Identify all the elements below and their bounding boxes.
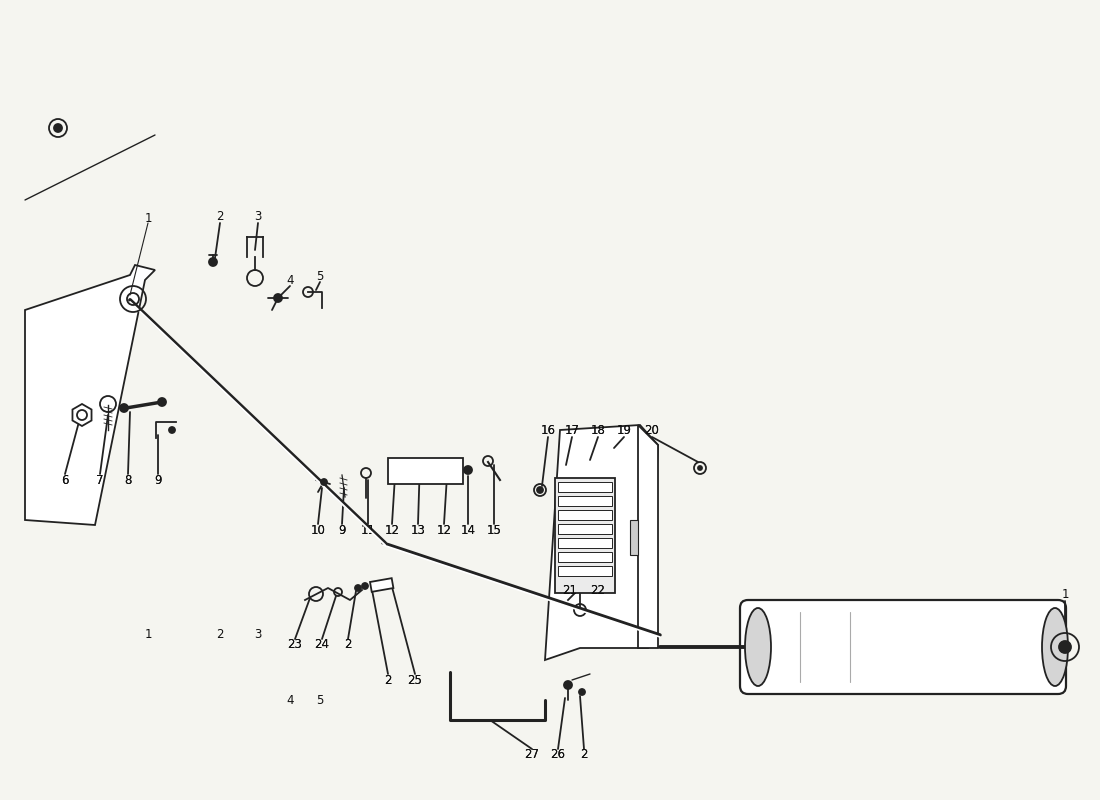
Text: 2: 2: [384, 674, 392, 686]
Circle shape: [158, 398, 166, 406]
Text: 26: 26: [550, 749, 565, 762]
Text: 11: 11: [361, 523, 375, 537]
Bar: [558, 552, 612, 562]
Bar: [558, 482, 612, 492]
Text: 5: 5: [317, 270, 323, 282]
Circle shape: [274, 294, 282, 302]
Polygon shape: [638, 425, 658, 648]
Text: 20: 20: [645, 423, 659, 437]
Text: 12: 12: [385, 523, 399, 537]
Circle shape: [564, 681, 572, 689]
Circle shape: [1059, 641, 1071, 653]
Text: 25: 25: [408, 674, 422, 686]
FancyBboxPatch shape: [740, 600, 1066, 694]
Text: 5: 5: [317, 694, 323, 706]
Text: 12: 12: [385, 523, 399, 537]
Circle shape: [169, 427, 175, 433]
Bar: [630, 520, 638, 555]
Text: 16: 16: [540, 423, 556, 437]
Text: 1: 1: [144, 629, 152, 642]
Text: 2: 2: [217, 629, 223, 642]
Text: 21: 21: [562, 583, 578, 597]
Text: 1: 1: [1062, 589, 1069, 602]
Circle shape: [464, 466, 472, 474]
Text: 12: 12: [437, 523, 451, 537]
Text: 13: 13: [410, 523, 426, 537]
Text: 11: 11: [361, 523, 375, 537]
Text: 2: 2: [217, 210, 223, 223]
Bar: [558, 538, 612, 548]
Text: 3: 3: [254, 210, 262, 223]
Text: 14: 14: [461, 523, 475, 537]
Bar: [558, 510, 612, 520]
Text: 12: 12: [437, 523, 451, 537]
Text: 19: 19: [616, 423, 631, 437]
Text: 27: 27: [525, 749, 539, 762]
Text: 1: 1: [144, 211, 152, 225]
Text: 2: 2: [581, 749, 587, 762]
Bar: [370, 578, 394, 592]
Polygon shape: [544, 425, 658, 660]
Text: 10: 10: [310, 523, 326, 537]
Text: 19: 19: [616, 423, 631, 437]
Circle shape: [209, 258, 217, 266]
Text: 20: 20: [645, 423, 659, 437]
Text: 6: 6: [62, 474, 68, 486]
Bar: [556, 478, 615, 593]
Text: 7: 7: [97, 474, 103, 486]
Text: 15: 15: [486, 523, 502, 537]
Circle shape: [698, 466, 702, 470]
Text: 26: 26: [550, 749, 565, 762]
Circle shape: [355, 585, 361, 591]
Circle shape: [54, 124, 62, 132]
Circle shape: [120, 404, 128, 412]
Text: 6: 6: [62, 474, 68, 486]
Text: 25: 25: [408, 674, 422, 686]
Text: 10: 10: [310, 523, 326, 537]
Text: 16: 16: [540, 423, 556, 437]
Polygon shape: [25, 265, 155, 525]
Text: 8: 8: [124, 474, 132, 486]
Text: 4: 4: [286, 694, 294, 706]
Text: 8: 8: [124, 474, 132, 486]
Text: 7: 7: [97, 474, 103, 486]
Bar: [558, 566, 612, 576]
Text: 2: 2: [344, 638, 352, 651]
Circle shape: [321, 479, 327, 485]
Text: 27: 27: [525, 749, 539, 762]
Text: 15: 15: [486, 523, 502, 537]
Text: 24: 24: [315, 638, 330, 651]
Text: 3: 3: [254, 629, 262, 642]
Text: 2: 2: [581, 749, 587, 762]
Ellipse shape: [745, 608, 771, 686]
Text: 17: 17: [564, 423, 580, 437]
Text: 23: 23: [287, 638, 303, 651]
Text: 17: 17: [564, 423, 580, 437]
Bar: [558, 496, 612, 506]
Text: 24: 24: [315, 638, 330, 651]
Circle shape: [362, 583, 369, 589]
Text: 18: 18: [591, 423, 605, 437]
Text: 22: 22: [591, 583, 605, 597]
Text: 2: 2: [344, 638, 352, 651]
Text: 14: 14: [461, 523, 475, 537]
Circle shape: [579, 689, 585, 695]
Polygon shape: [73, 404, 91, 426]
Bar: [388, 458, 463, 484]
Bar: [558, 524, 612, 534]
Text: 2: 2: [384, 674, 392, 686]
Text: 9: 9: [339, 523, 345, 537]
Text: 22: 22: [591, 583, 605, 597]
Ellipse shape: [1042, 608, 1068, 686]
Text: 23: 23: [287, 638, 303, 651]
Text: 21: 21: [562, 583, 578, 597]
Text: 13: 13: [410, 523, 426, 537]
Text: 9: 9: [154, 474, 162, 486]
Text: 18: 18: [591, 423, 605, 437]
Text: 9: 9: [339, 523, 345, 537]
Text: 4: 4: [286, 274, 294, 286]
Text: 9: 9: [154, 474, 162, 486]
Circle shape: [537, 487, 543, 493]
